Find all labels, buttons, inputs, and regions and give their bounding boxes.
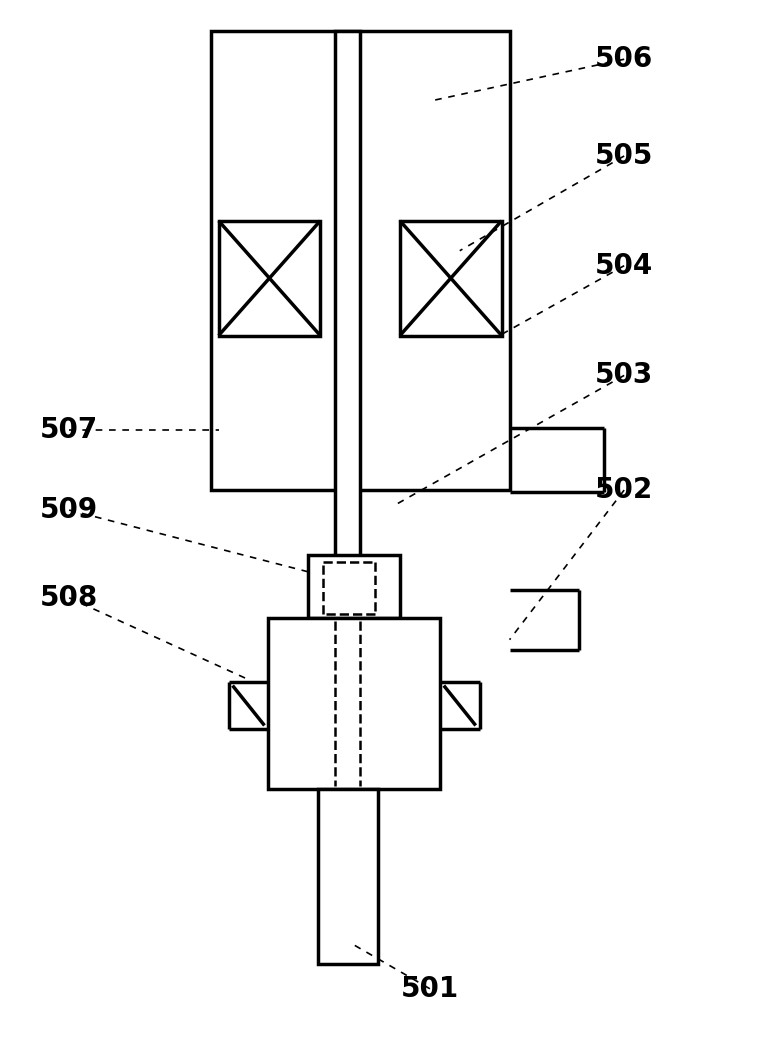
Text: 506: 506: [595, 45, 653, 73]
Text: 504: 504: [595, 252, 653, 280]
Text: 502: 502: [595, 476, 653, 504]
Text: 505: 505: [595, 141, 653, 170]
Text: 508: 508: [40, 584, 99, 612]
Bar: [318, 789, 378, 964]
Text: 509: 509: [40, 496, 98, 524]
Text: 507: 507: [40, 416, 99, 444]
Text: 501: 501: [401, 975, 459, 1003]
Bar: [218, 221, 320, 335]
Bar: [269, 617, 440, 789]
Bar: [309, 555, 400, 617]
Text: 503: 503: [595, 362, 653, 390]
Bar: [400, 221, 502, 335]
Bar: [211, 31, 510, 490]
Bar: [335, 31, 360, 565]
